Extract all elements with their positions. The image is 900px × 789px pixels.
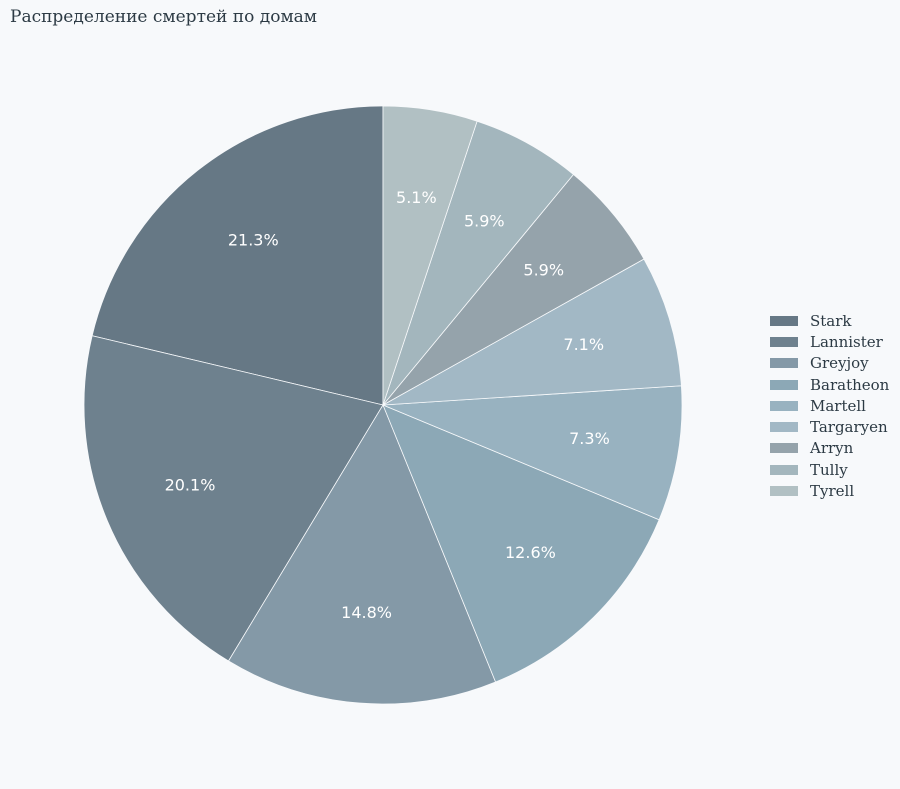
legend-item-arryn: Arryn — [770, 438, 889, 459]
pie-label-tyrell: 5.1% — [396, 188, 437, 207]
legend-swatch — [770, 379, 798, 390]
legend-label: Arryn — [810, 439, 854, 458]
legend-item-greyjoy: Greyjoy — [770, 353, 889, 374]
legend-swatch — [770, 464, 798, 475]
legend-item-martell: Martell — [770, 395, 889, 416]
pie-slice-baratheon — [382, 404, 660, 683]
chart-title: Распределение смертей по домам — [10, 7, 318, 27]
legend-label: Targaryen — [810, 418, 888, 437]
pie-label-targaryen: 7.1% — [563, 335, 604, 354]
legend-swatch — [770, 336, 798, 347]
legend-swatch — [770, 358, 798, 369]
legend-label: Tully — [810, 460, 848, 479]
legend-label: Stark — [810, 311, 852, 330]
pie-slice-targaryen — [382, 258, 682, 406]
legend-item-tyrell: Tyrell — [770, 480, 889, 501]
legend-item-baratheon: Baratheon — [770, 374, 889, 395]
legend-label: Martell — [810, 396, 866, 415]
legend-swatch — [770, 443, 798, 454]
pie-slice-tyrell — [382, 105, 478, 406]
legend-label: Tyrell — [810, 482, 855, 501]
legend-swatch — [770, 422, 798, 433]
legend-item-tully: Tully — [770, 459, 889, 480]
pie-label-greyjoy: 14.8% — [341, 603, 392, 622]
pie-label-tully: 5.9% — [464, 211, 505, 230]
pie-slices — [83, 105, 683, 705]
pie-label-martell: 7.3% — [569, 429, 610, 448]
legend-label: Baratheon — [810, 375, 890, 394]
pie-label-lannister: 20.1% — [165, 475, 216, 494]
legend-swatch — [770, 400, 798, 411]
pie-label-baratheon: 12.6% — [505, 543, 556, 562]
legend-item-targaryen: Targaryen — [770, 416, 889, 437]
legend-item-stark: Stark — [770, 310, 889, 331]
pie-slice-martell — [382, 385, 683, 521]
legend: Stark Lannister Greyjoy Baratheon Martell Tar… — [770, 310, 889, 502]
pie-slice-greyjoy — [227, 404, 497, 705]
legend-swatch — [770, 486, 798, 497]
legend-item-lannister: Lannister — [770, 331, 889, 352]
pie-slice-lannister — [83, 335, 384, 662]
pie-label-stark: 21.3% — [228, 230, 279, 249]
pie-slice-stark — [91, 105, 384, 406]
pie-labels: 21.3% 20.1% 14.8% 12.6% 7.3% 7.1% 5.9% 5.9% 5.1% — [165, 188, 610, 622]
pie-label-arryn: 5.9% — [523, 260, 564, 279]
legend-label: Lannister — [810, 332, 883, 351]
legend-label: Greyjoy — [810, 354, 869, 373]
legend-swatch — [770, 315, 798, 326]
